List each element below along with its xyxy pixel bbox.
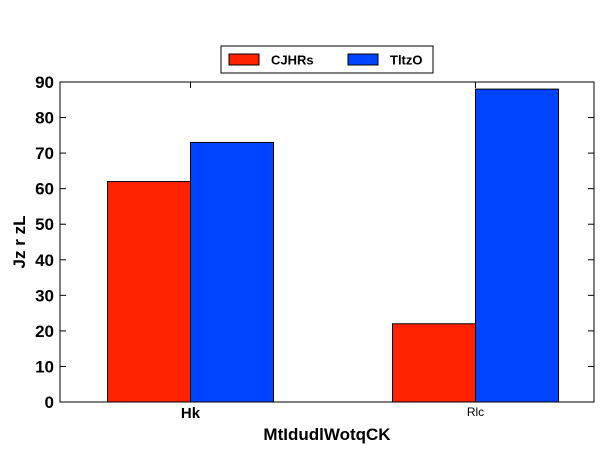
- y-tick-label: 40: [35, 251, 54, 270]
- y-tick-label: 10: [35, 357, 54, 376]
- bar-TltzO-Hk: [190, 141, 274, 403]
- x-tick-label: Rlc: [467, 405, 484, 419]
- y-tick-label: 90: [35, 73, 54, 92]
- x-axis-ticks: Hk Rlc: [181, 82, 484, 422]
- bar-CJHRs-Hk: [107, 181, 191, 403]
- y-tick-label: 20: [35, 322, 54, 341]
- legend-swatch-series-1: [228, 53, 260, 66]
- bars: [107, 88, 559, 403]
- y-tick-label: 60: [35, 180, 54, 199]
- bar-CJHRs-Rlc: [392, 323, 476, 403]
- legend-swatch-series-2: [347, 53, 379, 66]
- x-axis-title: MtIdudlWotqCK: [263, 425, 391, 444]
- bar-TltzO-Rlc: [475, 88, 559, 403]
- y-tick-label: 0: [45, 393, 54, 412]
- y-axis-ticks: 0 10 20 30 40 50 60 70 80 90: [35, 73, 594, 412]
- y-tick-label: 70: [35, 144, 54, 163]
- y-tick-label: 80: [35, 109, 54, 128]
- legend-label-series-1: CJHRs: [271, 53, 314, 68]
- x-tick-label: Hk: [181, 405, 201, 422]
- legend-label-series-2: TltzO: [390, 53, 423, 68]
- y-tick-label: 30: [35, 286, 54, 305]
- plot-frame: [59, 81, 595, 403]
- legend: CJHRs TltzO: [220, 45, 434, 74]
- y-axis-title: Jz r zL: [10, 216, 29, 269]
- y-tick-label: 50: [35, 215, 54, 234]
